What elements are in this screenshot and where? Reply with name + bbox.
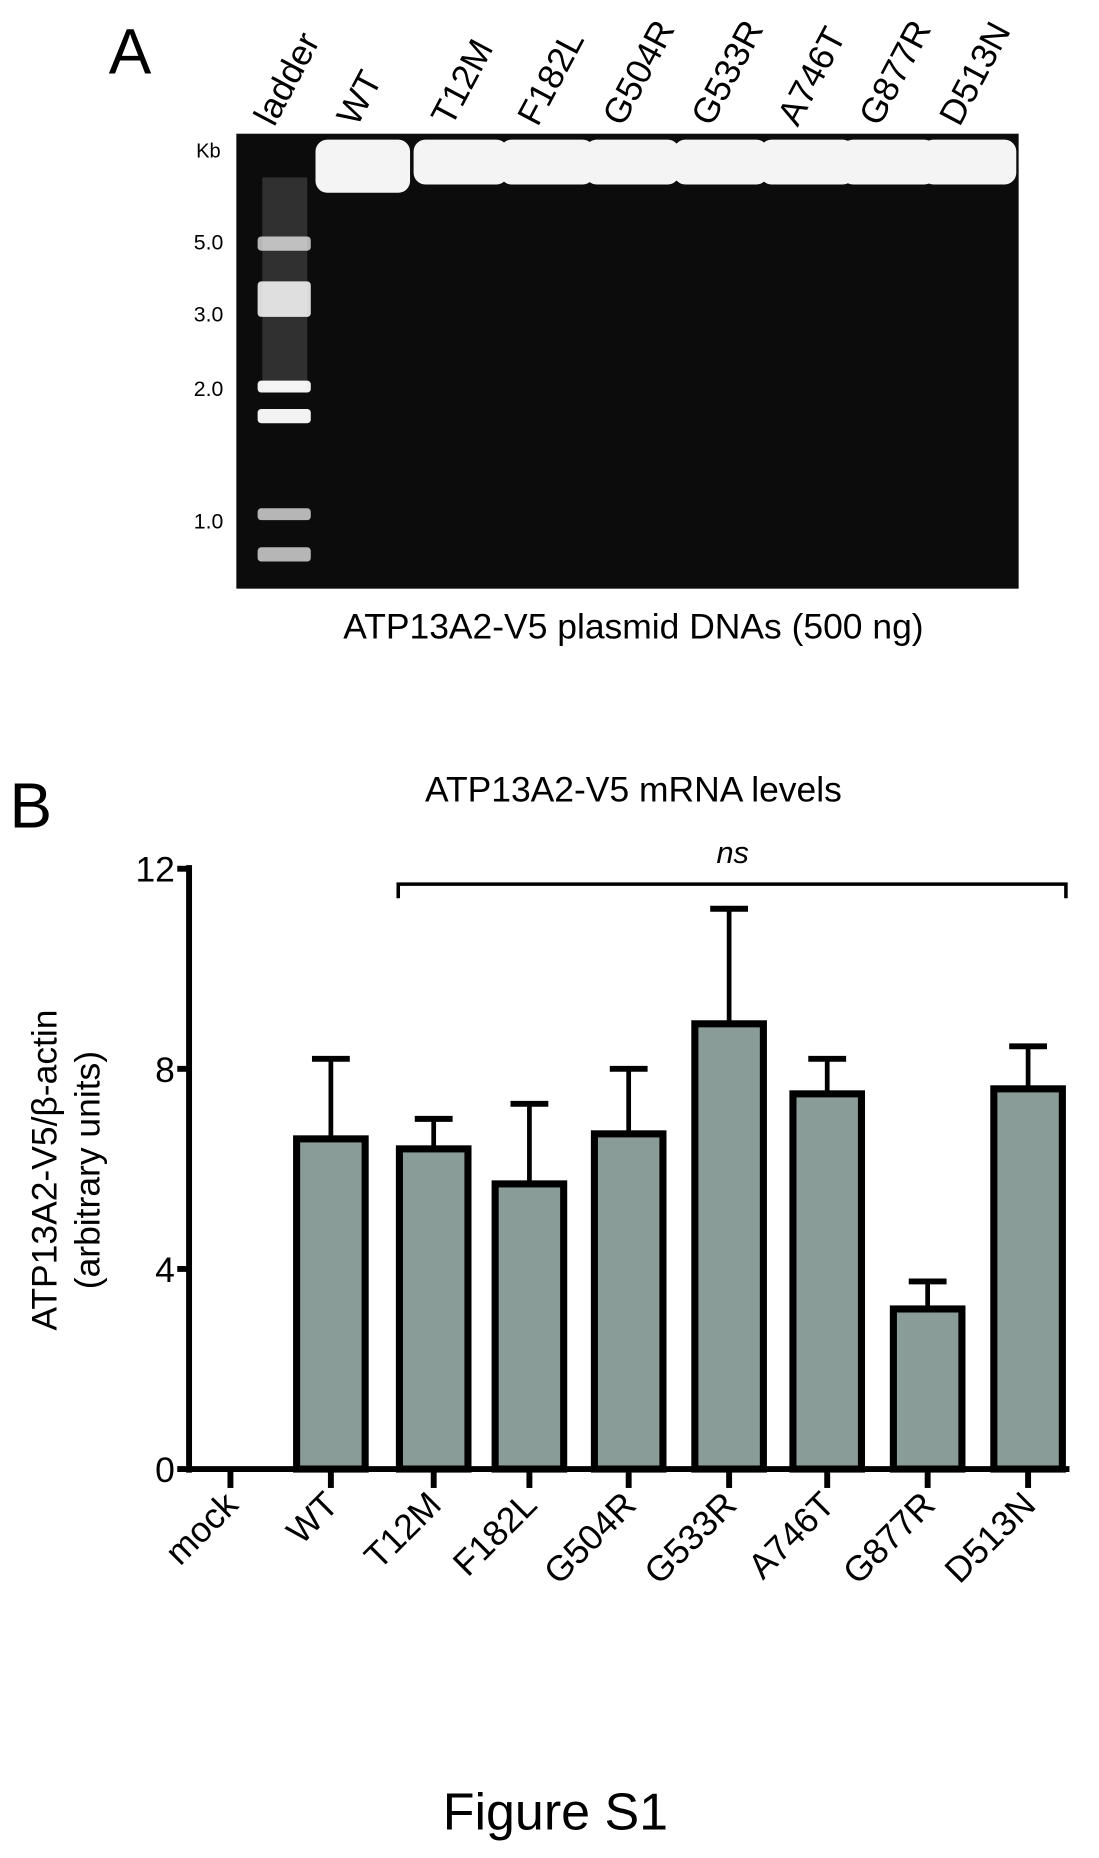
- bar-chart: 0 4 8 12 mock WT T12MF182LG504RG533RA746TG877R…: [135, 835, 1070, 1592]
- dna-band: [921, 139, 1017, 185]
- x-tick-label: A746T: [740, 1484, 842, 1586]
- lane-label: G504R: [595, 14, 683, 132]
- x-tick-label: G533R: [637, 1484, 745, 1592]
- dna-band: [584, 139, 680, 185]
- x-tick-label: mock: [157, 1484, 245, 1572]
- gel-caption: ATP13A2-V5 plasmid DNAs (500 ng): [343, 606, 923, 646]
- dna-band: [841, 139, 936, 185]
- x-tick-label: D513N: [937, 1484, 1043, 1590]
- y-axis-label-units: (arbitrary units): [67, 1051, 107, 1289]
- y-tick-label: 0: [155, 1450, 175, 1490]
- lane-labels: ladder WT T12M F182L G504R G533RA746TG877RD51…: [246, 14, 1019, 132]
- figure-label: Figure S1: [443, 1783, 668, 1841]
- significance-bracket: [396, 882, 1068, 899]
- ladder-band: [257, 409, 311, 424]
- significance-label: ns: [716, 835, 748, 870]
- bar-g877r: [889, 1305, 966, 1473]
- bar-f182l: [491, 1180, 568, 1473]
- ladder-band: [257, 281, 311, 317]
- bar-a746t: [789, 1090, 866, 1473]
- ladder-band: [257, 236, 311, 251]
- dna-band: [413, 139, 509, 185]
- kb-label: Kb: [196, 140, 221, 162]
- bar-wt: [293, 1135, 369, 1473]
- size-marker: 1.0: [194, 509, 224, 533]
- lane-label: T12M: [423, 33, 501, 132]
- x-tick-label: G877R: [835, 1484, 943, 1592]
- lane-label: G877R: [851, 14, 939, 132]
- x-tick-label: F182L: [445, 1484, 544, 1583]
- dna-band: [499, 139, 595, 185]
- x-tick-label: WT: [279, 1484, 346, 1551]
- dna-band: [759, 139, 855, 185]
- x-tick-label: T12M: [356, 1484, 448, 1576]
- lane-label: ladder: [246, 26, 328, 132]
- x-tick-label: G504R: [536, 1484, 644, 1592]
- ladder-band: [257, 547, 311, 562]
- panel-b-label: B: [9, 769, 52, 841]
- size-marker: 2.0: [194, 377, 224, 401]
- bar-t12m: [395, 1145, 472, 1473]
- y-axis-label: ATP13A2-V5/β-actin: [25, 1010, 65, 1331]
- gel-image: [236, 133, 1019, 589]
- y-tick-label: 12: [135, 850, 174, 890]
- lane-label: D513N: [931, 15, 1018, 131]
- bar-g533r: [691, 1020, 767, 1473]
- dna-band: [673, 139, 769, 185]
- gel-bands: [257, 139, 1017, 562]
- ladder-band: [257, 508, 311, 521]
- ladder-smear: [262, 177, 308, 391]
- size-marker: 3.0: [194, 303, 224, 327]
- lane-label: F182L: [509, 24, 591, 132]
- dna-band: [315, 139, 411, 193]
- lane-label: G533R: [683, 14, 771, 132]
- y-tick-label: 4: [155, 1250, 175, 1290]
- ladder-band: [257, 380, 311, 393]
- y-tick-label: 8: [155, 1050, 175, 1090]
- lane-label: A746T: [769, 21, 853, 132]
- bar-d513n: [990, 1085, 1066, 1473]
- panel-a-label: A: [109, 15, 152, 87]
- chart-title: ATP13A2-V5 mRNA levels: [425, 769, 842, 809]
- bar-g504r: [590, 1130, 667, 1473]
- lane-label: WT: [329, 64, 390, 131]
- size-marker: 5.0: [194, 231, 224, 255]
